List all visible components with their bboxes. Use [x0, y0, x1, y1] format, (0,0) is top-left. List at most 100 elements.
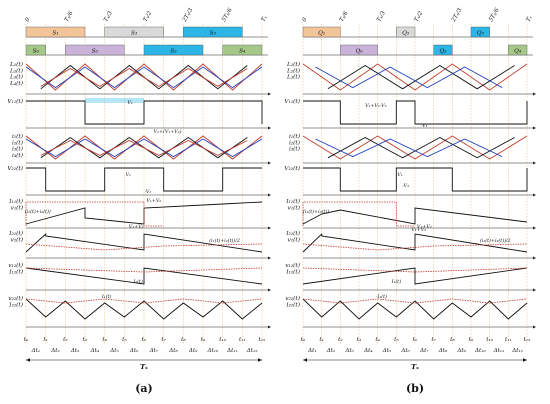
- time-tick-label: t₉: [201, 337, 206, 343]
- switch-label: Q₄: [514, 49, 522, 55]
- time-tick-label: t₄: [375, 337, 380, 343]
- signal-label: L₃(t): [286, 74, 300, 81]
- signal-label: L₂(t): [286, 67, 300, 74]
- switch-pulse: [302, 26, 341, 38]
- signal-label: v₁₂(t): [8, 262, 23, 269]
- voltage-waveform: [303, 100, 528, 125]
- switch-pulse: [396, 26, 416, 38]
- waveform-annotation: V₁: [397, 172, 402, 178]
- delta-t-label: Δt₉: [456, 348, 466, 354]
- delta-t-label: Δt₈: [168, 348, 178, 354]
- period-label: Tₛ: [140, 363, 148, 371]
- axis-arrow: [268, 325, 271, 329]
- voltage-waveform-dotted: [302, 298, 528, 304]
- waveform-annotation: V₁: [128, 100, 133, 106]
- switch-pulse: [183, 26, 243, 38]
- time-tick-label: t₅: [394, 337, 399, 343]
- highlight-band: [85, 98, 144, 103]
- voltage-waveform: [26, 100, 263, 125]
- switch-label: Q₁: [318, 31, 325, 37]
- top-tick-label: Tₛ/3: [103, 10, 114, 23]
- signal-label: L₁(t): [9, 61, 23, 68]
- delta-t-label: Δt₁₂: [511, 348, 524, 354]
- current-waveform: [302, 298, 528, 320]
- axis-arrow: [268, 193, 271, 197]
- time-tick-label: t₁₁: [239, 337, 246, 343]
- waveform-annotation: (i₁(t)+i₂(t)): [25, 208, 51, 215]
- phase-waveform: [25, 138, 263, 158]
- panel-caption: (a): [135, 382, 153, 395]
- delta-t-label: Δt₁: [307, 348, 317, 354]
- delta-t-label: Δt₆: [129, 348, 139, 354]
- waveform-annotation: -V₂: [145, 189, 152, 195]
- waveform-annotation: -I₁(t): [376, 293, 387, 300]
- axis-arrow: [533, 256, 536, 260]
- delta-t-label: Δt₇: [419, 348, 429, 354]
- voltage-waveform: [26, 167, 262, 192]
- waveform-annotation: V₁+V₂: [417, 224, 432, 230]
- signal-label: i₃(t): [289, 146, 300, 153]
- time-tick-label: t₇: [431, 337, 436, 343]
- signal-label: i₁(t): [289, 133, 300, 140]
- signal-label: I₂₂(t): [8, 301, 23, 308]
- switch-label: S₆: [92, 49, 99, 55]
- waveform-annotation: (i₁(t)+i₂(t)): [303, 208, 329, 215]
- signal-label: I₁₂(t): [285, 268, 300, 275]
- current-waveform: [25, 267, 263, 285]
- voltage-waveform-dotted: [25, 298, 263, 304]
- delta-t-label: Δt₄: [363, 348, 373, 354]
- current-waveform: [25, 232, 263, 253]
- signal-label: v₂₂(t): [285, 295, 300, 302]
- delta-t-label: Δt₁₂: [246, 348, 259, 354]
- signal-label: L₁(t): [286, 61, 300, 68]
- switch-pulse: [104, 26, 164, 38]
- top-tick-label: Tₛ/6: [64, 10, 75, 23]
- time-tick-label: t₁₂: [524, 337, 531, 343]
- time-tick-label: t₆: [142, 337, 147, 343]
- switch-pulse: [340, 44, 378, 56]
- delta-t-label: Δt₆: [400, 348, 410, 354]
- switch-label: Q₂: [439, 49, 447, 55]
- top-tick-label: Tₛ: [526, 15, 534, 23]
- phase-waveform: [25, 63, 263, 91]
- switch-label: Q₃: [402, 31, 410, 37]
- time-tick-label: t₁₀: [486, 337, 493, 343]
- axis-arrow: [533, 161, 536, 165]
- delta-t-label: Δt₉: [188, 348, 198, 354]
- current-waveform: [302, 267, 528, 285]
- signal-label: v₁(t): [288, 204, 300, 211]
- signal-label: L₂(t): [9, 67, 23, 74]
- signal-label: L₃(t): [9, 74, 23, 81]
- voltage-waveform-dotted: [25, 267, 263, 273]
- phase-waveform: [25, 66, 263, 89]
- time-tick-label: t₂: [338, 337, 343, 343]
- top-tick-label: 5Tₛ/6: [221, 7, 234, 23]
- time-tick-label: t₁₁: [505, 337, 512, 343]
- top-tick-label: 5Tₛ/6: [488, 7, 501, 23]
- signal-label: v₂(t): [288, 236, 300, 243]
- phase-waveform: [302, 63, 528, 91]
- signal-label: i₃(t): [12, 146, 23, 153]
- phase-waveform: [302, 135, 528, 160]
- switch-pulse: [25, 26, 86, 38]
- time-tick-label: t₉: [469, 337, 474, 343]
- switch-pulse: [25, 44, 46, 56]
- time-tick-label: t₁₂: [259, 337, 266, 343]
- axis-arrow: [268, 226, 271, 230]
- top-tick-label: 2Tₛ/3: [181, 7, 194, 24]
- switch-label: Q₆: [355, 49, 363, 55]
- period-arrow-head: [523, 358, 527, 362]
- switch-label: S₂: [170, 49, 177, 55]
- delta-t-label: Δt₁₀: [206, 348, 219, 354]
- current-waveform: [302, 232, 528, 253]
- signal-label: L₄(t): [9, 80, 23, 87]
- voltage-waveform-dotted: [302, 201, 415, 227]
- delta-t-label: Δt₃: [70, 348, 80, 354]
- time-tick-label: t₆: [413, 337, 418, 343]
- signal-label: i₂(t): [289, 139, 300, 146]
- top-tick-label: 2Tₛ/3: [450, 7, 463, 24]
- waveform-annotation: V₁: [126, 172, 131, 178]
- signal-label: I₂₂(t): [285, 301, 300, 308]
- voltage-waveform: [303, 167, 528, 192]
